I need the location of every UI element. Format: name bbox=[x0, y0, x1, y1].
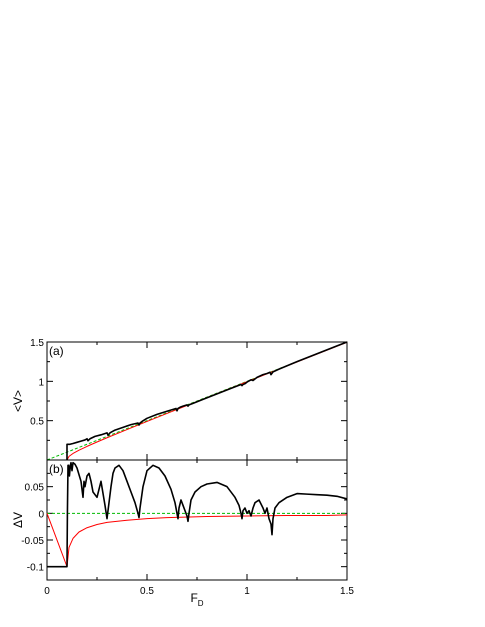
x-tick-label: 1 bbox=[244, 586, 250, 597]
y-tick-label: -0.1 bbox=[27, 563, 45, 574]
y-axis-label-b: ΔV bbox=[11, 512, 25, 528]
y-tick-label: 1.5 bbox=[30, 338, 44, 349]
series-a bbox=[46, 341, 348, 461]
y-tick-label: 1 bbox=[38, 377, 44, 388]
plot-frame-b bbox=[46, 459, 348, 581]
x-tick-label: 0 bbox=[44, 586, 50, 597]
series-line-red bbox=[46, 513, 348, 568]
x-axis-label: FD bbox=[190, 591, 203, 608]
series-line-black bbox=[47, 461, 348, 568]
ticks-a: 0.5 1 1.5 bbox=[30, 338, 348, 460]
panel-label-b: (b) bbox=[49, 462, 64, 476]
series-b bbox=[46, 461, 348, 568]
ticks-b: 0 0.5 1 1.5 -0.1 -0.05 0 0.05 bbox=[21, 460, 354, 597]
y-tick-label: -0.05 bbox=[21, 536, 44, 547]
panel-a: 0.5 1 1.5 (a) <V> bbox=[11, 338, 348, 461]
series-line-black bbox=[66, 341, 348, 460]
panel-label-a: (a) bbox=[49, 344, 64, 358]
y-tick-label: 0.05 bbox=[25, 483, 45, 494]
y-tick-label: 0.5 bbox=[30, 417, 44, 428]
y-axis-label-a: <V> bbox=[11, 390, 25, 412]
y-tick-label: 0 bbox=[38, 509, 44, 520]
series-line-red bbox=[66, 341, 348, 461]
x-tick-label: 1.5 bbox=[340, 586, 354, 597]
x-tick-label: 0.5 bbox=[140, 586, 154, 597]
panel-b: 0 0.5 1 1.5 -0.1 -0.05 0 0.05 (b) ΔV FD bbox=[11, 459, 354, 608]
